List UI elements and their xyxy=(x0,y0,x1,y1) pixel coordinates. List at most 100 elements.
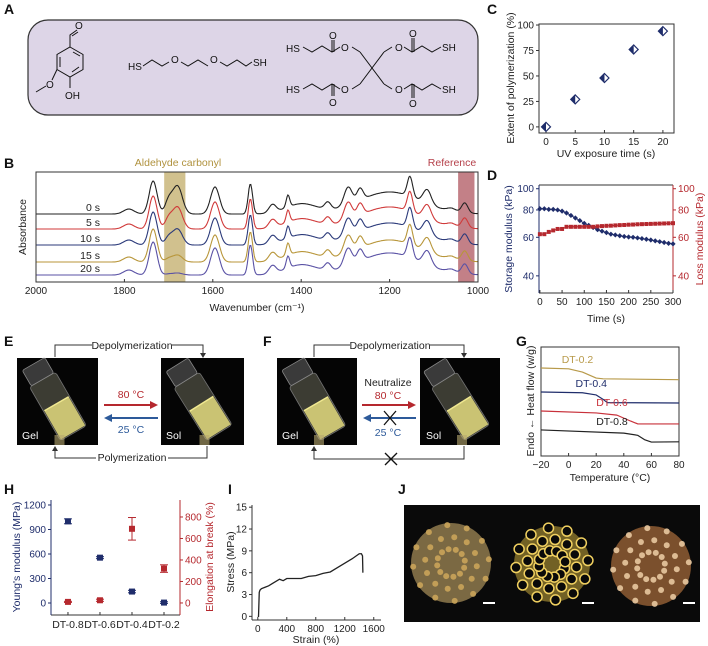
lattice-node xyxy=(639,552,646,559)
panel-label-f: F xyxy=(263,333,272,349)
y-tick-label: 100 xyxy=(517,21,534,32)
lattice-cell xyxy=(521,555,534,567)
diamond-marker-fill xyxy=(658,26,663,36)
atom-label: HS xyxy=(286,85,300,96)
lattice-cell xyxy=(531,577,543,590)
gel-label: Gel xyxy=(282,430,298,442)
lattice-cell xyxy=(559,555,571,568)
atom-label: SH xyxy=(442,85,456,96)
y-tick-label: 400 xyxy=(185,555,202,566)
tetrathiol-structure xyxy=(302,38,442,98)
spectrum-line xyxy=(36,236,478,276)
data-point xyxy=(599,72,610,84)
stand xyxy=(314,435,324,445)
lattice-node xyxy=(663,542,670,549)
storage-modulus-point xyxy=(559,208,565,214)
lattice-node xyxy=(644,588,651,595)
lattice-node xyxy=(668,578,675,585)
x-tick-label: 1200 xyxy=(378,286,401,297)
lattice-cell xyxy=(516,579,529,591)
lattice-cell xyxy=(525,528,537,541)
storage-modulus-point xyxy=(581,220,587,226)
liquid-surface xyxy=(189,395,214,412)
lattice-node xyxy=(425,529,432,536)
lattice-node xyxy=(685,559,692,566)
band-label-reference: Reference xyxy=(428,157,477,169)
x-tick-label: 150 xyxy=(598,297,615,308)
atom-label: O xyxy=(395,43,403,54)
y-tick-label: 0 xyxy=(185,598,191,609)
storage-modulus-point xyxy=(643,236,649,242)
lattice-cell xyxy=(561,525,573,537)
loss-modulus-point xyxy=(595,224,600,229)
x-tick-label: 0 xyxy=(566,460,572,471)
storage-modulus-point xyxy=(541,206,547,212)
x-tick-label: 1400 xyxy=(290,286,313,297)
loss-modulus-point xyxy=(600,224,605,229)
vial-cap xyxy=(282,357,313,386)
x-tick-label: 20 xyxy=(657,137,669,148)
loss-modulus-point xyxy=(560,226,565,231)
depolymerization-label: Depolymerization xyxy=(91,340,172,352)
x-tick-label: 100 xyxy=(576,297,593,308)
gel-vial-photo xyxy=(17,357,98,445)
loss-modulus-point xyxy=(613,223,618,228)
reverse-temperature: 25 °C xyxy=(118,424,145,436)
atom-label: O xyxy=(329,31,337,42)
vial-liquid xyxy=(189,396,231,440)
forward-temperature: 80 °C xyxy=(118,389,145,401)
storage-modulus-point xyxy=(594,227,601,233)
lattice-cell xyxy=(555,581,568,593)
elongation-point xyxy=(128,525,135,532)
data-point xyxy=(569,94,581,105)
x-tick-label: 2000 xyxy=(25,286,48,297)
x-tick-label: 0 xyxy=(537,297,543,308)
lattice-cell xyxy=(565,573,578,585)
storage-modulus-point xyxy=(603,230,610,236)
atom-label: O xyxy=(395,85,403,96)
x-axis-label: Temperature (°C) xyxy=(570,472,651,484)
lattice-node xyxy=(650,576,657,583)
panel-label-j: J xyxy=(398,481,406,497)
lattice-node xyxy=(432,594,439,601)
panel-label-i: I xyxy=(228,481,232,497)
diamond-marker-fill xyxy=(599,73,605,83)
storage-modulus-point xyxy=(608,231,614,237)
lattice-node xyxy=(451,597,458,604)
atom-label: O xyxy=(46,80,54,91)
lattice-node xyxy=(417,582,424,589)
lattice-node xyxy=(434,555,441,562)
loss-modulus-point xyxy=(542,232,547,237)
lattice-cell xyxy=(549,594,562,606)
loss-modulus-point xyxy=(622,222,627,227)
atom-label: O xyxy=(329,98,337,109)
lattice-node xyxy=(468,575,475,582)
storage-modulus-point xyxy=(634,235,641,241)
series-label: DT-0.8 xyxy=(596,416,628,428)
youngs-modulus-point xyxy=(160,599,167,606)
y-tick-label: 100 xyxy=(517,184,534,195)
lattice-sphere xyxy=(510,522,594,606)
storage-modulus-point xyxy=(639,235,645,242)
blocked-path xyxy=(313,446,465,460)
vial-cap xyxy=(423,358,455,387)
lattice-cell xyxy=(582,554,594,567)
y-tick-label: 3 xyxy=(241,590,247,601)
series-label: 10 s xyxy=(80,233,100,245)
atom-label: HS xyxy=(286,44,300,55)
vial-liquid xyxy=(447,396,489,440)
x-tick-label: 800 xyxy=(307,624,324,635)
x-tick-label: 1600 xyxy=(363,624,386,635)
x-tick-label: 1000 xyxy=(467,286,490,297)
y-axis-label: Absorbance xyxy=(17,199,29,255)
lattice-node xyxy=(427,544,434,551)
x-axis-label: Time (s) xyxy=(587,313,625,325)
band-label-aldehyde: Aldehyde carbonyl xyxy=(135,157,221,169)
lattice-node xyxy=(613,547,620,554)
lattice-node xyxy=(658,554,665,561)
arrowhead-icon xyxy=(52,446,58,451)
spectrum-line xyxy=(36,206,478,246)
x-tick-label: 1600 xyxy=(202,286,225,297)
x-tick-label: 250 xyxy=(642,297,659,308)
lattice-cell xyxy=(543,582,555,595)
